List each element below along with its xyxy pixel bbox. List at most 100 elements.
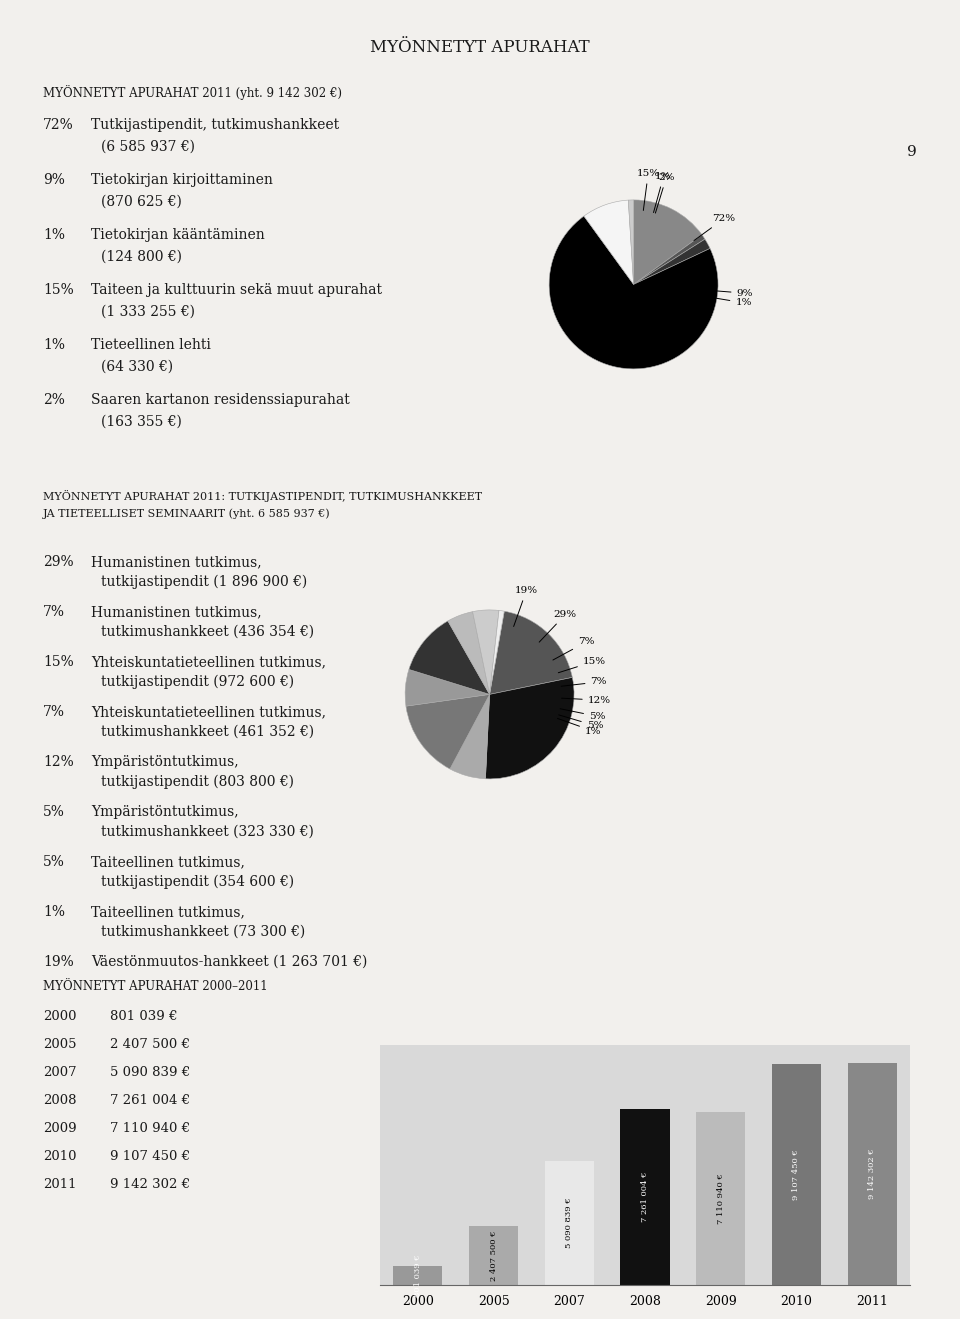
Text: 1%: 1% — [43, 338, 65, 352]
Bar — [848, 1063, 897, 1285]
Text: 1%: 1% — [558, 719, 601, 736]
Text: 5%: 5% — [561, 708, 606, 720]
Text: 5 090 839 €: 5 090 839 € — [110, 1066, 191, 1079]
Wedge shape — [634, 235, 705, 285]
Text: Ympäristöntutkimus,: Ympäristöntutkimus, — [91, 805, 239, 819]
Wedge shape — [406, 694, 490, 769]
Wedge shape — [472, 609, 499, 694]
Text: tutkijastipendit (972 600 €): tutkijastipendit (972 600 €) — [101, 675, 294, 690]
Bar — [772, 1063, 821, 1285]
Wedge shape — [409, 621, 490, 694]
Text: (64 330 €): (64 330 €) — [101, 360, 173, 375]
Text: 5%: 5% — [43, 855, 65, 869]
Text: Tutkijastipendit, tutkimushankkeet: Tutkijastipendit, tutkimushankkeet — [91, 117, 339, 132]
Text: 2009: 2009 — [43, 1122, 77, 1136]
Text: 2000: 2000 — [43, 1010, 77, 1024]
Text: 72%: 72% — [694, 215, 735, 240]
Text: 29%: 29% — [540, 611, 577, 642]
Text: 9%: 9% — [43, 173, 65, 187]
Wedge shape — [450, 694, 490, 778]
Text: 7 110 940 €: 7 110 940 € — [110, 1122, 190, 1136]
Text: 5%: 5% — [43, 805, 65, 819]
Wedge shape — [405, 670, 490, 706]
Bar — [696, 1112, 745, 1285]
Text: MYÖNNETYT APURAHAT 2011: TUTKIJASTIPENDIT, TUTKIMUSHANKKEET: MYÖNNETYT APURAHAT 2011: TUTKIJASTIPENDI… — [43, 489, 482, 503]
Text: 15%: 15% — [43, 284, 74, 297]
Text: 9 107 450 €: 9 107 450 € — [792, 1149, 801, 1200]
Bar — [544, 1161, 594, 1285]
Text: 19%: 19% — [514, 587, 538, 627]
Text: Tietokirjan kääntäminen: Tietokirjan kääntäminen — [91, 228, 265, 241]
Text: tutkimushankkeet (436 354 €): tutkimushankkeet (436 354 €) — [101, 625, 314, 638]
Text: 15%: 15% — [559, 657, 606, 673]
Wedge shape — [628, 200, 634, 285]
Text: 7 261 004 €: 7 261 004 € — [641, 1171, 649, 1221]
Text: 2007: 2007 — [43, 1066, 77, 1079]
Text: 2011: 2011 — [43, 1178, 77, 1191]
Text: 7%: 7% — [562, 678, 607, 686]
Text: MYÖNNETYT APURAHAT: MYÖNNETYT APURAHAT — [371, 38, 589, 55]
Text: (124 800 €): (124 800 €) — [101, 251, 181, 264]
Text: MYÖNNETYT APURAHAT 2011 (yht. 9 142 302 €): MYÖNNETYT APURAHAT 2011 (yht. 9 142 302 … — [43, 84, 342, 100]
Text: Taiteellinen tutkimus,: Taiteellinen tutkimus, — [91, 905, 245, 919]
Text: 9 142 302 €: 9 142 302 € — [868, 1149, 876, 1199]
Text: Taiteen ja kulttuurin sekä muut apurahat: Taiteen ja kulttuurin sekä muut apurahat — [91, 284, 382, 297]
Text: tutkimushankkeet (461 352 €): tutkimushankkeet (461 352 €) — [101, 725, 314, 739]
Text: 12%: 12% — [43, 754, 74, 769]
Text: tutkimushankkeet (73 300 €): tutkimushankkeet (73 300 €) — [101, 925, 305, 939]
Text: tutkijastipendit (803 800 €): tutkijastipendit (803 800 €) — [101, 776, 294, 789]
Wedge shape — [448, 612, 490, 694]
Text: (6 585 937 €): (6 585 937 €) — [101, 140, 195, 154]
Text: 801 039 €: 801 039 € — [110, 1010, 178, 1024]
Text: 2 407 500 €: 2 407 500 € — [490, 1231, 497, 1281]
Wedge shape — [490, 611, 572, 694]
Text: 9 107 450 €: 9 107 450 € — [110, 1150, 190, 1163]
Text: tutkijastipendit (1 896 900 €): tutkijastipendit (1 896 900 €) — [101, 575, 307, 590]
Wedge shape — [634, 200, 702, 285]
Text: 7%: 7% — [553, 637, 594, 660]
Text: Humanistinen tutkimus,: Humanistinen tutkimus, — [91, 555, 262, 568]
Text: 5%: 5% — [559, 715, 603, 731]
Text: Tietokirjan kirjoittaminen: Tietokirjan kirjoittaminen — [91, 173, 273, 187]
Text: 9%: 9% — [708, 289, 753, 298]
Wedge shape — [549, 216, 718, 369]
Text: 7 110 940 €: 7 110 940 € — [717, 1173, 725, 1224]
Text: 1%: 1% — [654, 173, 672, 212]
Bar — [394, 1265, 443, 1285]
Wedge shape — [634, 239, 710, 285]
Text: 7 261 004 €: 7 261 004 € — [110, 1093, 190, 1107]
Text: 801 039 €: 801 039 € — [414, 1254, 421, 1297]
Text: 2%: 2% — [656, 173, 675, 214]
Text: 29%: 29% — [43, 555, 74, 568]
Text: Yhteiskuntatieteellinen tutkimus,: Yhteiskuntatieteellinen tutkimus, — [91, 656, 326, 669]
Text: 15%: 15% — [43, 656, 74, 669]
Text: JA TIETEELLISET SEMINAARIT (yht. 6 585 937 €): JA TIETEELLISET SEMINAARIT (yht. 6 585 9… — [43, 508, 331, 518]
Text: 9 142 302 €: 9 142 302 € — [110, 1178, 190, 1191]
Text: Saaren kartanon residenssiapurahat: Saaren kartanon residenssiapurahat — [91, 393, 350, 408]
Text: Väestönmuutos-hankkeet (1 263 701 €): Väestönmuutos-hankkeet (1 263 701 €) — [91, 955, 368, 969]
Wedge shape — [584, 200, 634, 285]
Text: (870 625 €): (870 625 €) — [101, 195, 181, 208]
Text: 15%: 15% — [636, 169, 660, 211]
Text: MYÖNNETYT APURAHAT 2000–2011: MYÖNNETYT APURAHAT 2000–2011 — [43, 980, 268, 993]
Text: 9: 9 — [907, 145, 917, 160]
Text: 7%: 7% — [43, 605, 65, 619]
Text: Humanistinen tutkimus,: Humanistinen tutkimus, — [91, 605, 262, 619]
Text: tutkijastipendit (354 600 €): tutkijastipendit (354 600 €) — [101, 874, 294, 889]
Text: 72%: 72% — [43, 117, 74, 132]
Text: 2%: 2% — [43, 393, 65, 408]
Bar — [469, 1227, 518, 1285]
Text: (1 333 255 €): (1 333 255 €) — [101, 305, 195, 319]
Text: Yhteiskuntatieteellinen tutkimus,: Yhteiskuntatieteellinen tutkimus, — [91, 704, 326, 719]
Text: 2 407 500 €: 2 407 500 € — [110, 1038, 190, 1051]
Text: 2008: 2008 — [43, 1093, 77, 1107]
Text: Taiteellinen tutkimus,: Taiteellinen tutkimus, — [91, 855, 245, 869]
Wedge shape — [490, 611, 504, 694]
Text: (163 355 €): (163 355 €) — [101, 415, 181, 429]
Text: 1%: 1% — [43, 228, 65, 241]
Text: 19%: 19% — [43, 955, 74, 969]
Text: 1%: 1% — [708, 297, 752, 307]
Text: 2005: 2005 — [43, 1038, 77, 1051]
Text: 1%: 1% — [43, 905, 65, 919]
Text: Tieteellinen lehti: Tieteellinen lehti — [91, 338, 211, 352]
